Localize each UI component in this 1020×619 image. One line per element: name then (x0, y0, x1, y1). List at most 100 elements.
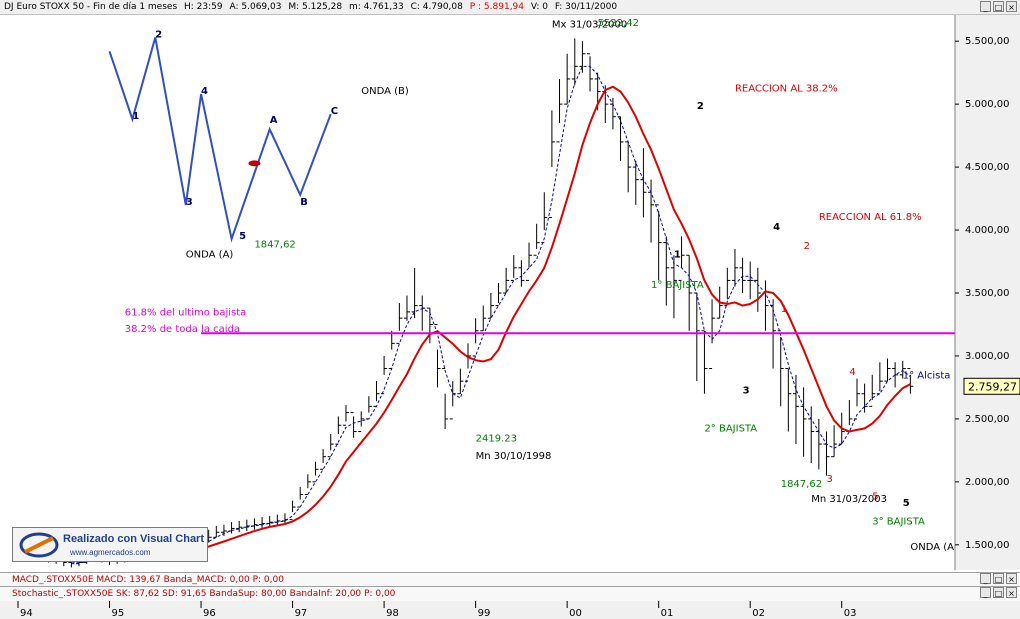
price-bar (472, 318, 479, 357)
price-bar (861, 383, 868, 413)
price-bar (747, 261, 754, 300)
price-bar (358, 411, 365, 432)
logo-url: www.agmercados.com (70, 548, 151, 557)
price-bar (327, 434, 334, 458)
price-bar (625, 141, 632, 193)
price-bar (526, 242, 533, 281)
chart-annotation: A (270, 115, 278, 126)
x-tick-label: 95 (112, 608, 125, 619)
chart-annotation: 4 (201, 86, 208, 97)
stoch-name: Stochastic_.STOXX50E (12, 589, 114, 599)
price-bar (617, 116, 624, 161)
header-c: C: 4.790,08 (410, 2, 463, 12)
chart-annotation: 3 (186, 197, 193, 208)
price-bar (518, 260, 525, 287)
last-price-box (963, 377, 1020, 395)
chart-annotation: 2 (804, 241, 810, 252)
macd-band: Banda_MACD: 0,00 (163, 575, 250, 585)
price-bar (754, 267, 761, 312)
price-bar (731, 248, 738, 287)
x-tick-label: 94 (20, 608, 33, 619)
chart-header: DJ Euro STOXX 50 - Fin de día 1 meses H:… (0, 0, 1020, 15)
price-bar (892, 362, 899, 388)
x-tick-label: 01 (661, 608, 674, 619)
price-bar (663, 236, 670, 306)
x-tick-label: 00 (569, 608, 582, 619)
price-bar (510, 255, 517, 281)
chart-annotation: 1° BAJISTA (651, 280, 704, 291)
visual-chart-logo: Realizado con Visual Chart www.agmercado… (12, 527, 208, 562)
x-tick-label: 97 (295, 608, 308, 619)
price-bar (632, 160, 639, 205)
price-bar (495, 282, 502, 307)
y-tick-label: 4.000,00 (965, 225, 1010, 236)
price-bar (899, 360, 906, 379)
stoch-maximize-button[interactable]: □ (993, 587, 1004, 598)
chart-annotation: 4 (773, 222, 780, 233)
price-bar (678, 236, 685, 281)
price-bar (792, 374, 799, 445)
chart-annotation: 3 (743, 386, 750, 397)
y-tick-label: 3.500,00 (965, 288, 1010, 299)
price-bar (419, 295, 426, 331)
price-bar (686, 254, 693, 331)
header-m: M: 5.125,28 (288, 2, 343, 12)
chart-annotation: 4 (849, 367, 855, 378)
chart-annotation: 1 (132, 111, 139, 122)
price-bar (342, 405, 349, 426)
chart-annotation: 5 (903, 498, 910, 509)
price-bar (312, 461, 319, 483)
macd-maximize-button[interactable]: □ (993, 573, 1004, 584)
price-bar (709, 299, 716, 370)
macd-p: P: 0,00 (252, 575, 284, 585)
price-bar (213, 525, 220, 538)
stoch-minimize-button[interactable]: _ (980, 587, 991, 598)
price-bar (571, 38, 578, 86)
chart-annotation: Mn 30/10/1998 (476, 451, 552, 462)
minimize-button[interactable]: _ (980, 1, 991, 12)
chart-annotation: 5 (872, 491, 878, 502)
chart-annotation: 1 (781, 304, 787, 315)
macd-close-button[interactable]: × (1006, 573, 1017, 584)
x-tick-label: 02 (752, 608, 765, 619)
logo-text: Realizado con Visual Chart (63, 533, 205, 545)
chart-annotation: 3° BAJISTA (872, 517, 925, 528)
header-f: F: 30/11/2000 (554, 2, 618, 12)
macd-value: MACD: 139,67 (96, 575, 161, 585)
wave-marker-dot (248, 160, 261, 167)
chart-annotation: 38.2% de toda la caida (125, 324, 240, 335)
stoch-close-button[interactable]: × (1006, 587, 1017, 598)
stoch-p: P: 0,00 (364, 589, 396, 599)
price-bar (411, 267, 418, 319)
macd-minimize-button[interactable]: _ (980, 573, 991, 584)
chart-annotation: 61.8% del ultimo bajista (125, 308, 247, 319)
stoch-panel-header: Stochastic_.STOXX50E SK: 87,62 SD: 91,65… (0, 586, 1020, 601)
price-bar (548, 110, 555, 218)
chart-annotation: 2° BAJISTA (704, 424, 757, 435)
y-tick-label: 1.500,00 (965, 540, 1010, 551)
price-bar (320, 449, 327, 470)
elliott-wave-diagram (108, 37, 332, 243)
x-tick-label: 03 (844, 608, 857, 619)
price-bar (434, 323, 441, 388)
chart-annotation: Mx 31/03/2000 (552, 19, 627, 30)
maximize-button[interactable]: □ (993, 1, 1004, 12)
price-bar (350, 412, 357, 438)
price-bar (289, 500, 296, 521)
price-bar (335, 416, 342, 445)
stoch-up: BandaSup: 80,00 (209, 589, 287, 599)
price-bar (304, 474, 311, 495)
stoch-sk: SK: 87,62 (116, 589, 160, 599)
last-price-label: 2.759,27 (968, 380, 1017, 393)
chart-annotation: ONDA (A) (186, 250, 234, 261)
price-bar (220, 524, 227, 537)
chart-annotation: ONDA (A) (910, 542, 958, 553)
close-button[interactable]: × (1006, 1, 1017, 12)
macd-name: MACD_.STOXX50E (12, 575, 94, 585)
y-tick-label: 2.000,00 (965, 477, 1010, 488)
price-bar (869, 374, 876, 407)
y-tick-label: 3.000,00 (965, 351, 1010, 362)
price-bar (403, 295, 410, 321)
chart-annotation: 1847,62 (781, 479, 822, 490)
price-bar (739, 257, 746, 293)
